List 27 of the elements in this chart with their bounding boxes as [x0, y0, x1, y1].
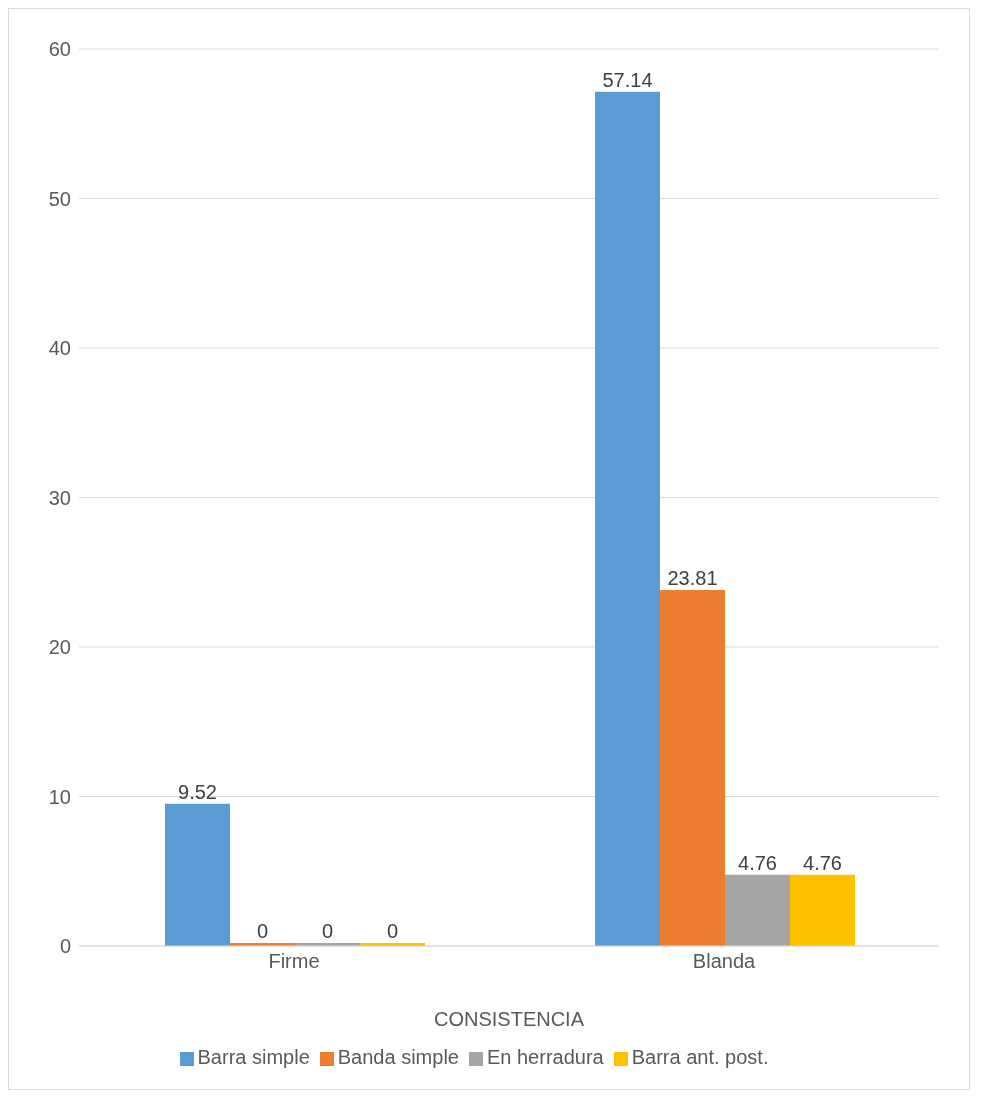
data-label: 0: [321, 920, 334, 942]
data-label: 4.76: [738, 851, 777, 874]
y-tick-label: 40: [48, 337, 71, 360]
data-label: 57.14: [602, 68, 653, 91]
bar: [165, 803, 230, 946]
bar: [595, 91, 660, 946]
y-tick-label: 10: [48, 785, 71, 808]
bar: [660, 590, 725, 946]
data-label: 23.81: [667, 567, 718, 590]
legend-label: Banda simple: [337, 1046, 459, 1068]
y-tick-label: 60: [48, 38, 71, 61]
data-label: 0: [256, 920, 269, 942]
data-label: 9.52: [178, 780, 217, 803]
y-tick-label: 50: [48, 187, 71, 210]
y-tick-label: 0: [59, 935, 71, 958]
x-tick-label: Blanda: [692, 950, 757, 973]
data-label: 4.76: [803, 851, 842, 874]
legend-label: Barra ant. post.: [631, 1046, 769, 1068]
legend-label: Barra simple: [197, 1046, 310, 1068]
y-tick-label: 30: [48, 486, 71, 509]
bar: [725, 874, 790, 946]
legend-label: En herradura: [486, 1046, 604, 1068]
y-tick-label: 20: [48, 636, 71, 659]
bar: [790, 874, 855, 946]
x-tick-label: Firme: [268, 950, 320, 973]
x-axis-title: CONSISTENCIA: [433, 1008, 585, 1030]
data-label: 0: [386, 920, 399, 942]
